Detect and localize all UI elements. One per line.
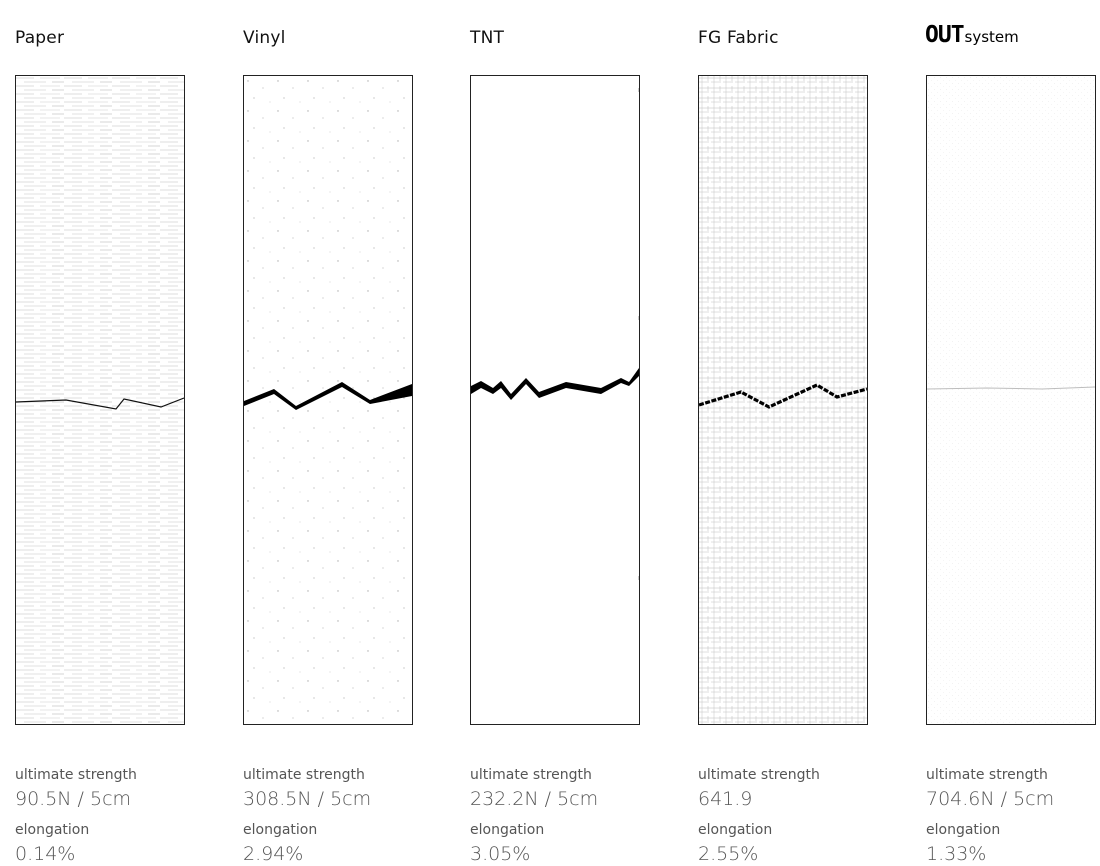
elongation-label: elongation xyxy=(698,822,773,838)
sample-swatch-vinyl xyxy=(243,75,413,725)
sample-swatch-outsystem xyxy=(926,75,1096,725)
elongation-label: elongation xyxy=(926,822,1001,838)
material-column-tnt: TNT ultimate strength 232.2N / 5cm elong… xyxy=(470,0,645,866)
material-column-fg-fabric: FG Fabric ultimate strength 641.9 elonga… xyxy=(698,0,873,866)
elongation-value: 0.14% xyxy=(15,843,76,865)
material-column-outsystem: OUTsystem ultimate strength 704.6N / 5cm… xyxy=(925,0,1100,866)
elongation-value: 2.94% xyxy=(243,843,304,865)
fg-fabric-texture-with-tear xyxy=(699,76,867,724)
tnt-texture-with-tear xyxy=(471,88,639,580)
paper-texture-with-tear xyxy=(16,76,184,724)
sample-swatch-fg-fabric xyxy=(698,75,868,725)
elongation-value: 2.55% xyxy=(698,843,759,865)
material-title: TNT xyxy=(470,28,505,48)
elongation-label: elongation xyxy=(470,822,545,838)
strength-value: 232.2N / 5cm xyxy=(470,788,599,810)
strength-value: 90.5N / 5cm xyxy=(15,788,132,810)
strength-label: ultimate strength xyxy=(15,767,137,783)
strength-value: 308.5N / 5cm xyxy=(243,788,372,810)
outsystem-texture xyxy=(927,76,1095,724)
elongation-value: 1.33% xyxy=(926,843,987,865)
elongation-label: elongation xyxy=(243,822,318,838)
strength-label: ultimate strength xyxy=(698,767,820,783)
material-title: Vinyl xyxy=(243,28,286,48)
vinyl-texture-with-tear xyxy=(244,76,412,724)
material-title: FG Fabric xyxy=(698,28,779,48)
logo-main-text: OUT xyxy=(925,22,965,48)
sample-swatch-tnt xyxy=(470,75,640,725)
logo-sub-text: system xyxy=(964,28,1019,46)
sample-swatch-paper xyxy=(15,75,185,725)
outsystem-logo: OUTsystem xyxy=(925,22,1019,48)
strength-value: 641.9 xyxy=(698,788,753,810)
material-column-paper: Paper ultimate strength 90.5N / 5cm elon… xyxy=(15,0,190,866)
material-column-vinyl: Vinyl ultimate strength 308.5N / 5cm elo… xyxy=(243,0,418,866)
strength-label: ultimate strength xyxy=(926,767,1048,783)
strength-label: ultimate strength xyxy=(470,767,592,783)
elongation-label: elongation xyxy=(15,822,90,838)
strength-value: 704.6N / 5cm xyxy=(926,788,1055,810)
material-title: Paper xyxy=(15,28,65,48)
strength-label: ultimate strength xyxy=(243,767,365,783)
elongation-value: 3.05% xyxy=(470,843,531,865)
